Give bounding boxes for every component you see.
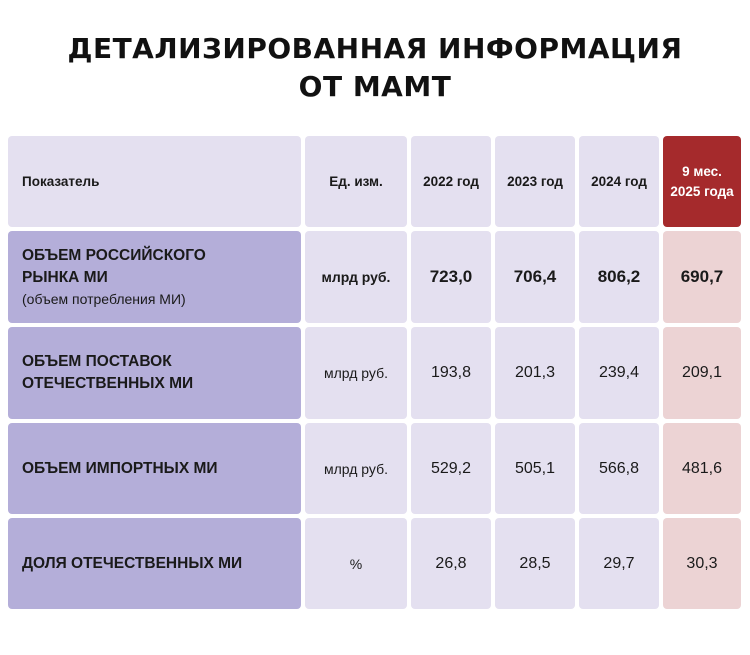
header-indicator: Показатель <box>8 136 301 227</box>
value-2023: 505,1 <box>495 423 575 514</box>
value-2023: 706,4 <box>495 231 575 323</box>
row-label-line-2: ОТЕЧЕСТВЕННЫХ МИ <box>22 375 194 392</box>
value-2025-9m: 30,3 <box>663 518 741 609</box>
value-2022: 723,0 <box>411 231 491 323</box>
row-label-line-2: РЫНКА МИ <box>22 269 108 286</box>
value-2022: 26,8 <box>411 518 491 609</box>
page-title: ДЕТАЛИЗИРОВАННАЯ ИНФОРМАЦИЯ ОТ МАМТ <box>0 30 750 106</box>
row-label-import-volume: ОБЪЕМ ИМПОРТНЫХ МИ <box>8 423 301 514</box>
value-2023: 28,5 <box>495 518 575 609</box>
header-2025-9m: 9 мес. 2025 года <box>663 136 741 227</box>
value-2024: 29,7 <box>579 518 659 609</box>
row-label-line-1: ДОЛЯ ОТЕЧЕСТВЕННЫХ МИ <box>22 554 243 572</box>
row-unit: % <box>305 518 407 609</box>
value-2025-9m: 690,7 <box>663 231 741 323</box>
row-label-line-1: ОБЪЕМ ПОСТАВОК <box>22 353 172 370</box>
row-label-line-1: ОБЪЕМ ИМПОРТНЫХ МИ <box>22 459 218 477</box>
row-unit: млрд руб. <box>305 231 407 323</box>
row-label-domestic-share: ДОЛЯ ОТЕЧЕСТВЕННЫХ МИ <box>8 518 301 609</box>
header-2023: 2023 год <box>495 136 575 227</box>
value-2024: 239,4 <box>579 327 659 419</box>
header-unit: Ед. изм. <box>305 136 407 227</box>
row-label-market-volume: ОБЪЕМ РОССИЙСКОГО РЫНКА МИ (объем потреб… <box>8 231 301 323</box>
header-2025-line-1: 9 мес. <box>682 163 722 179</box>
row-unit: млрд руб. <box>305 423 407 514</box>
value-2022: 529,2 <box>411 423 491 514</box>
title-line-2: ОТ МАМТ <box>298 70 452 103</box>
data-table: Показатель Ед. изм. 2022 год 2023 год 20… <box>8 136 741 609</box>
row-label-domestic-supply: ОБЪЕМ ПОСТАВОК ОТЕЧЕСТВЕННЫХ МИ <box>8 327 301 419</box>
row-label-subtitle: (объем потребления МИ) <box>22 291 186 307</box>
row-label-line-1: ОБЪЕМ РОССИЙСКОГО <box>22 247 206 264</box>
header-2022: 2022 год <box>411 136 491 227</box>
header-2024: 2024 год <box>579 136 659 227</box>
value-2024: 566,8 <box>579 423 659 514</box>
value-2022: 193,8 <box>411 327 491 419</box>
title-line-1: ДЕТАЛИЗИРОВАННАЯ ИНФОРМАЦИЯ <box>67 32 683 65</box>
value-2023: 201,3 <box>495 327 575 419</box>
value-2025-9m: 209,1 <box>663 327 741 419</box>
header-2025-line-2: 2025 года <box>670 183 734 199</box>
value-2025-9m: 481,6 <box>663 423 741 514</box>
value-2024: 806,2 <box>579 231 659 323</box>
row-unit: млрд руб. <box>305 327 407 419</box>
